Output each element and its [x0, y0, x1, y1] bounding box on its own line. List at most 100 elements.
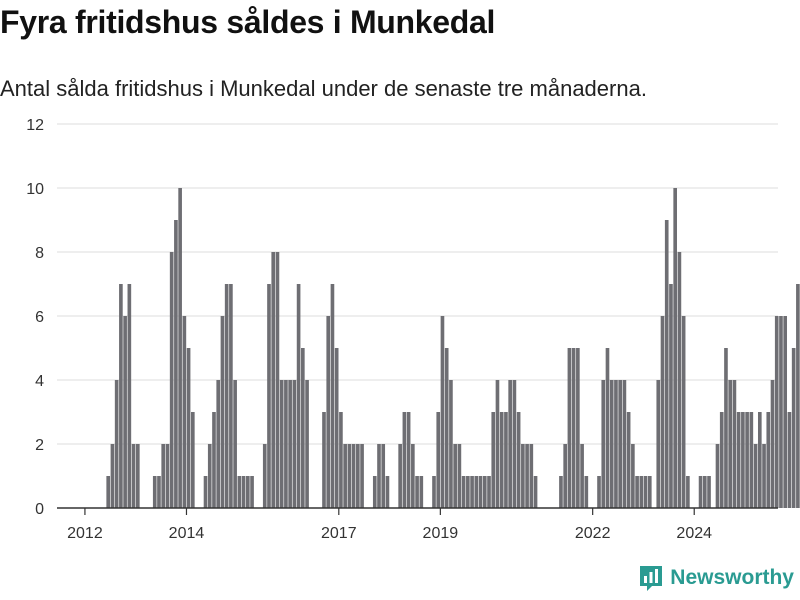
- bar: [512, 380, 517, 508]
- bar: [525, 444, 529, 508]
- bar: [660, 316, 665, 508]
- x-tick-label: 2012: [67, 525, 103, 542]
- bar: [626, 412, 631, 508]
- bar: [131, 444, 136, 508]
- bar: [495, 380, 500, 508]
- x-tick-label: 2022: [575, 525, 611, 542]
- bar: [161, 444, 166, 508]
- bar: [296, 284, 301, 508]
- bar: [436, 412, 441, 508]
- bar: [301, 348, 305, 508]
- bar: [229, 284, 233, 508]
- bar: [770, 380, 775, 508]
- bar: [178, 188, 182, 508]
- bar: [216, 380, 221, 508]
- y-tick-label: 0: [35, 501, 44, 518]
- x-tick-label: 2019: [423, 525, 459, 542]
- bar: [516, 412, 521, 508]
- bar: [639, 476, 644, 508]
- bar: [127, 284, 132, 508]
- bar: [271, 252, 276, 508]
- bar: [774, 316, 779, 508]
- bar: [106, 476, 111, 508]
- bar: [762, 444, 766, 508]
- bar: [406, 412, 411, 508]
- bar: [165, 444, 170, 508]
- bar: [669, 284, 673, 508]
- bar: [305, 380, 309, 508]
- bar: [715, 444, 720, 508]
- bar: [724, 348, 728, 508]
- bar: [571, 348, 576, 508]
- bar: [533, 476, 538, 508]
- brand-logo: Newsworthy: [638, 564, 794, 592]
- bar: [466, 476, 470, 508]
- bar: [292, 380, 297, 508]
- bar: [664, 220, 669, 508]
- x-tick-label: 2017: [321, 525, 357, 542]
- bar: [783, 316, 788, 508]
- bar: [377, 444, 381, 508]
- bar: [563, 444, 567, 508]
- bar: [339, 412, 343, 508]
- bar: [262, 444, 267, 508]
- bar: [732, 380, 737, 508]
- bar: [702, 476, 707, 508]
- bar: [643, 476, 648, 508]
- bar: [580, 444, 584, 508]
- bar: [381, 444, 386, 508]
- bar: [504, 412, 508, 508]
- bar: [791, 348, 796, 508]
- bar: [275, 252, 280, 508]
- y-tick-label: 10: [26, 181, 44, 198]
- bar: [745, 412, 749, 508]
- bar: [686, 476, 690, 508]
- bar: [631, 444, 635, 508]
- page-title: Fyra fritidshus såldes i Munkedal: [0, 4, 496, 40]
- bar: [677, 252, 682, 508]
- bar: [698, 476, 703, 508]
- bar: [385, 476, 390, 508]
- bar: [110, 444, 115, 508]
- bar: [453, 444, 457, 508]
- bar: [491, 412, 496, 508]
- bar: [123, 316, 127, 508]
- bar: [207, 444, 212, 508]
- bar: [576, 348, 580, 508]
- bar: [119, 284, 123, 508]
- bar: [622, 380, 627, 508]
- bar: [419, 476, 424, 508]
- y-tick-label: 4: [35, 373, 44, 390]
- bar: [402, 412, 407, 508]
- page-subtitle: Antal sålda fritidshus i Munkedal under …: [0, 76, 647, 101]
- bar: [614, 380, 618, 508]
- bar: [432, 476, 436, 508]
- bar: [673, 188, 677, 508]
- bar: [398, 444, 402, 508]
- bar: [136, 444, 140, 508]
- bar: [212, 412, 216, 508]
- bar: [449, 380, 453, 508]
- bar: [267, 284, 271, 508]
- bar: [656, 380, 661, 508]
- bar: [618, 380, 622, 508]
- bar-chart-icon: [638, 564, 664, 592]
- bar: [326, 316, 331, 508]
- bar: [779, 316, 783, 508]
- bar: [728, 380, 733, 508]
- bar: [241, 476, 246, 508]
- bar: [681, 316, 686, 508]
- bar: [478, 476, 483, 508]
- bar: [279, 380, 284, 508]
- bar: [567, 348, 572, 508]
- bar: [757, 412, 762, 508]
- bar: [330, 284, 335, 508]
- bar: [457, 444, 462, 508]
- bar: [482, 476, 487, 508]
- bar: [474, 476, 479, 508]
- bar: [529, 444, 534, 508]
- bar: [284, 380, 288, 508]
- bar: [288, 380, 292, 508]
- bar: [157, 476, 161, 508]
